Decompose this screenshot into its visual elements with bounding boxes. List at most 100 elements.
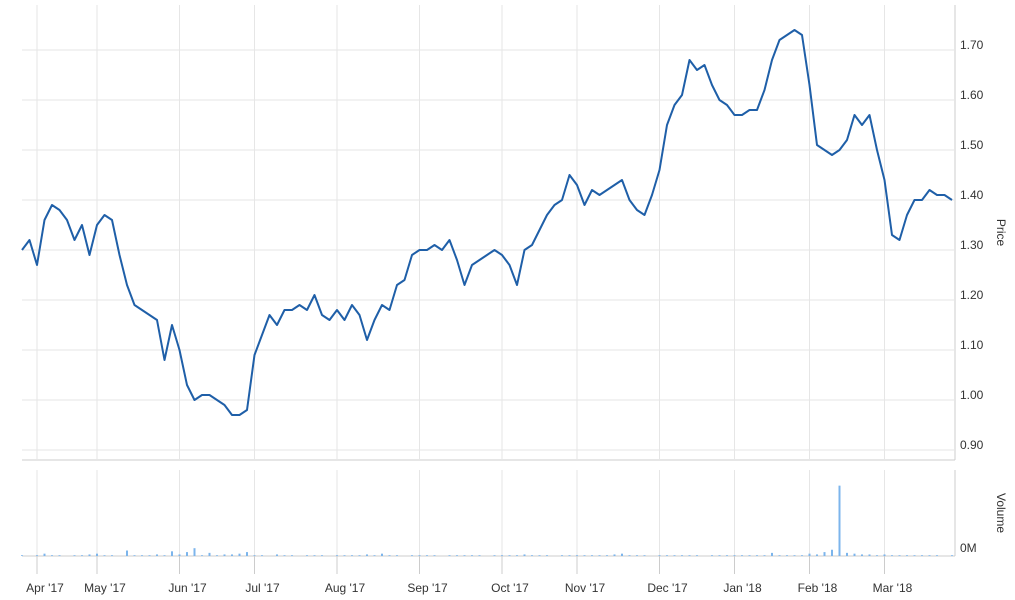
volume-bar [643, 555, 646, 556]
volume-bar [831, 549, 833, 556]
volume-bar [43, 553, 46, 556]
volume-bar [126, 550, 128, 556]
volume-bar [613, 554, 616, 556]
volume-bar [546, 555, 548, 556]
volume-bar [111, 555, 113, 556]
volume-bar [696, 555, 698, 556]
volume-bar [718, 555, 721, 556]
volume-bar [156, 554, 158, 556]
volume-bar [388, 555, 391, 556]
x-tick-label: Jul '17 [245, 581, 280, 595]
volume-bar [658, 555, 661, 556]
x-tick-label: Nov '17 [565, 581, 606, 595]
volume-bar [51, 555, 53, 556]
x-tick-label: Oct '17 [491, 581, 529, 595]
volume-bar [253, 555, 256, 556]
volume-bar [366, 554, 368, 556]
volume-bar [478, 555, 481, 556]
volume-bar [681, 555, 683, 556]
volume-bar [793, 555, 796, 556]
volume-bar [58, 555, 61, 556]
volume-bar [103, 555, 106, 556]
volume-bar [771, 552, 773, 556]
volume-bar [396, 555, 398, 556]
volume-bar [538, 555, 541, 556]
volume-bar [913, 555, 916, 556]
volume-bar [838, 485, 841, 556]
volume-bar [666, 555, 668, 556]
volume-bar [321, 555, 323, 556]
volume-bar [291, 555, 293, 556]
volume-bar [561, 555, 563, 556]
volume-bar [433, 555, 436, 556]
volume-bar [951, 555, 953, 556]
price-line [21, 29, 953, 416]
volume-bar [81, 555, 83, 556]
volume-bar [778, 555, 781, 556]
volume-bar [921, 555, 923, 556]
volume-bar [141, 555, 143, 556]
volume-bar [598, 555, 601, 556]
volume-bar [351, 555, 353, 556]
volume-bar [276, 554, 278, 556]
volume-bar [846, 552, 848, 556]
volume-bar [621, 553, 623, 556]
volume-bar [808, 553, 811, 556]
volume-bar [231, 554, 233, 556]
volume-bar [73, 555, 76, 556]
volume-bar [801, 555, 803, 556]
volume-bar [411, 555, 413, 556]
x-tick-label: Sep '17 [407, 581, 448, 595]
volume-bar [853, 553, 856, 556]
volume-bar [726, 555, 728, 556]
volume-bar [148, 555, 151, 556]
volume-bar [21, 555, 23, 556]
volume-bar [216, 555, 218, 556]
volume-bar [868, 554, 871, 556]
volume-bar [223, 554, 226, 556]
volume-bar [426, 555, 428, 556]
volume-bar [583, 555, 586, 556]
volume-bar [898, 555, 901, 556]
volume-bar [343, 555, 346, 556]
volume-bar [906, 555, 908, 556]
volume-bar [306, 555, 308, 556]
volume-bar [756, 555, 758, 556]
y-tick-label: 1.60 [960, 88, 984, 102]
volume-bar [493, 555, 496, 556]
y2-tick-label: 0M [960, 541, 977, 555]
y-tick-label: 1.10 [960, 338, 984, 352]
volume-bar [178, 554, 181, 556]
volume-bar [418, 555, 421, 556]
volume-bar [336, 555, 338, 556]
volume-bar [133, 555, 136, 556]
y-tick-label: 1.00 [960, 388, 984, 402]
volume-bar [891, 555, 893, 556]
volume-bar [36, 555, 38, 556]
volume-bar [358, 555, 361, 556]
volume-bar [283, 555, 286, 556]
y-tick-label: 1.30 [960, 238, 984, 252]
x-tick-label: Dec '17 [647, 581, 688, 595]
volume-bar [501, 555, 503, 556]
volume-bar [456, 555, 458, 556]
axis-title: Volume [994, 493, 1008, 533]
y-tick-label: 0.90 [960, 438, 984, 452]
volume-bar [741, 555, 743, 556]
x-tick-label: May '17 [84, 581, 126, 595]
volume-bar [733, 555, 736, 556]
axis-title: Price [994, 219, 1008, 247]
volume-bar [628, 555, 631, 556]
volume-bar [96, 553, 98, 556]
volume-bar [883, 554, 886, 556]
volume-bar [508, 555, 511, 556]
volume-bar [606, 555, 608, 556]
y-tick-label: 1.40 [960, 188, 984, 202]
volume-bar [516, 555, 518, 556]
x-tick-label: Mar '18 [873, 581, 913, 595]
volume-bar [823, 552, 826, 556]
volume-bar [171, 551, 173, 556]
y-tick-label: 1.20 [960, 288, 984, 302]
volume-bar [208, 552, 211, 556]
volume-bar [748, 555, 751, 556]
